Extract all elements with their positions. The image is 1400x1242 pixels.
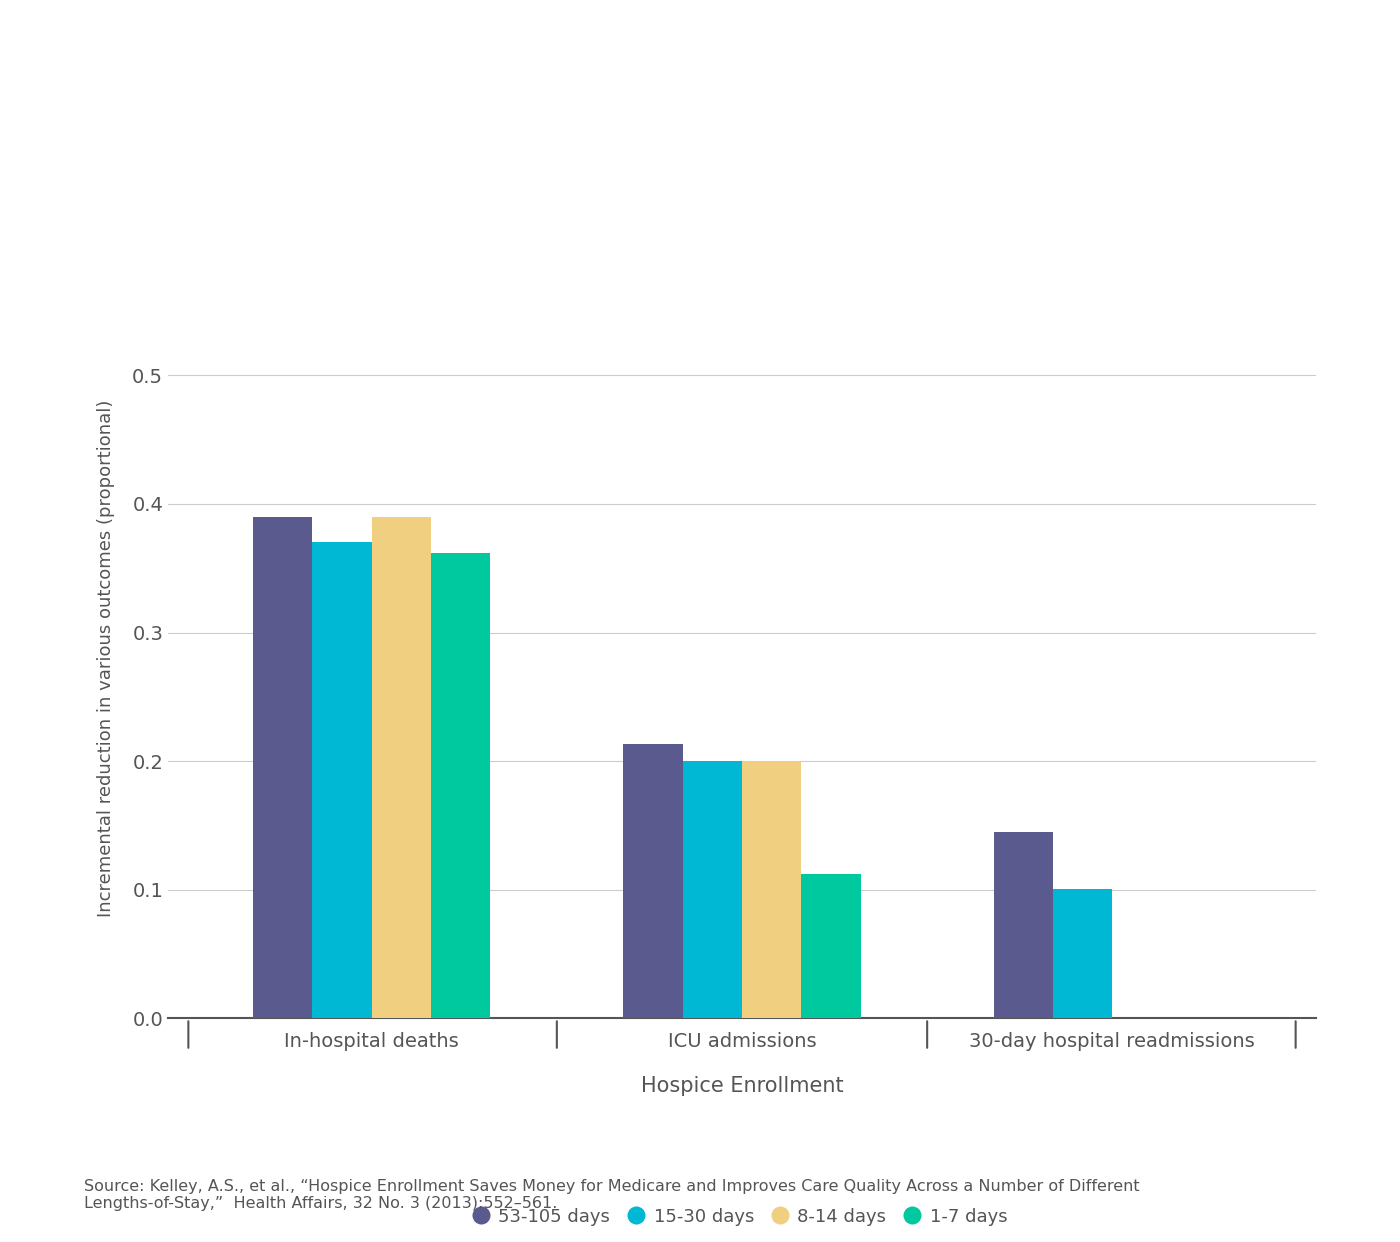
Bar — [623, 744, 683, 1018]
Bar — [1053, 888, 1113, 1018]
Bar — [742, 761, 801, 1018]
Text: Source: Kelley, A.S., et al., “Hospice Enrollment Saves Money for Medicare and I: Source: Kelley, A.S., et al., “Hospice E… — [84, 1179, 1140, 1211]
Bar — [683, 761, 742, 1018]
Y-axis label: Incremental reduction in various outcomes (proportional): Incremental reduction in various outcome… — [98, 400, 115, 917]
Bar — [801, 874, 861, 1018]
Bar — [431, 553, 490, 1018]
Bar — [371, 517, 431, 1018]
Bar — [312, 543, 371, 1018]
Legend: 53-105 days, 15-30 days, 8-14 days, 1-7 days: 53-105 days, 15-30 days, 8-14 days, 1-7 … — [469, 1200, 1015, 1233]
X-axis label: Hospice Enrollment: Hospice Enrollment — [641, 1077, 843, 1097]
Bar — [253, 517, 312, 1018]
Bar — [994, 832, 1053, 1018]
